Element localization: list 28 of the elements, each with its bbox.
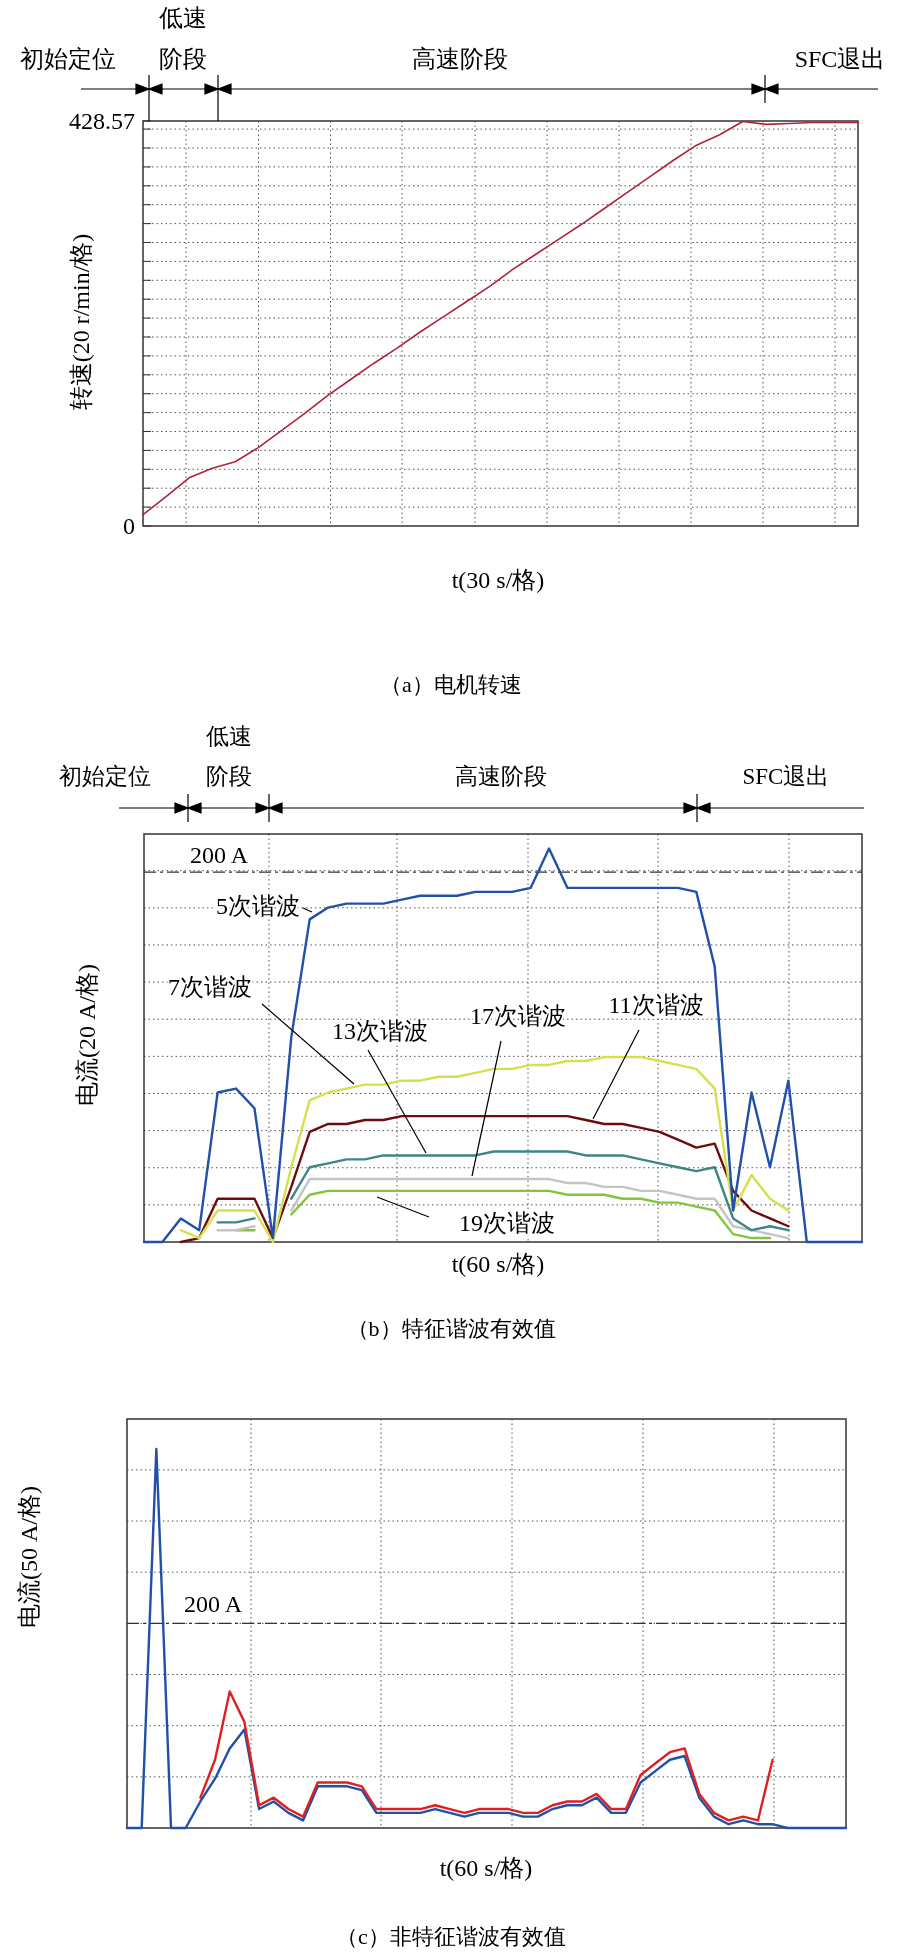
- series-label: 19次谐波: [459, 1210, 555, 1236]
- y-tick-label: 0: [123, 513, 135, 539]
- y-axis-title: 转速(20 r/min/格): [68, 233, 94, 411]
- text: 低速阶段: [159, 5, 207, 72]
- text: 13次谐波: [332, 1018, 428, 1044]
- y-axis-title: 电流(20 A/格): [74, 964, 100, 1106]
- y-tick-label: 428.57: [69, 108, 135, 134]
- text: 高速阶段: [412, 46, 508, 72]
- series-label: 5次谐波: [216, 893, 300, 919]
- y-axis-title: 电流(50 A/格): [16, 1486, 42, 1628]
- ref-line-label: 200 A: [183, 1591, 243, 1617]
- text: SFC退出: [794, 46, 886, 72]
- ref-line-label: 200 A: [189, 842, 249, 868]
- text: （c）非特征谐波有效值: [336, 1924, 566, 1949]
- text: 高速阶段: [455, 764, 547, 789]
- text: 17次谐波: [470, 1003, 566, 1029]
- text: 初始定位: [59, 764, 151, 789]
- text: （a）电机转速: [380, 672, 522, 697]
- x-axis-title: t(30 s/格): [451, 567, 545, 593]
- text: 初始定位: [20, 46, 116, 72]
- line-series: [142, 120, 859, 516]
- text: 低速阶段: [206, 724, 252, 789]
- text: 7次谐波: [168, 974, 252, 1000]
- text: （b）特征谐波有效值: [346, 1316, 556, 1341]
- x-axis-title: t(60 s/格): [451, 1251, 545, 1277]
- text: SFC退出: [742, 764, 830, 789]
- text: 11次谐波: [608, 992, 704, 1018]
- x-axis-title: t(60 s/格): [439, 1855, 533, 1881]
